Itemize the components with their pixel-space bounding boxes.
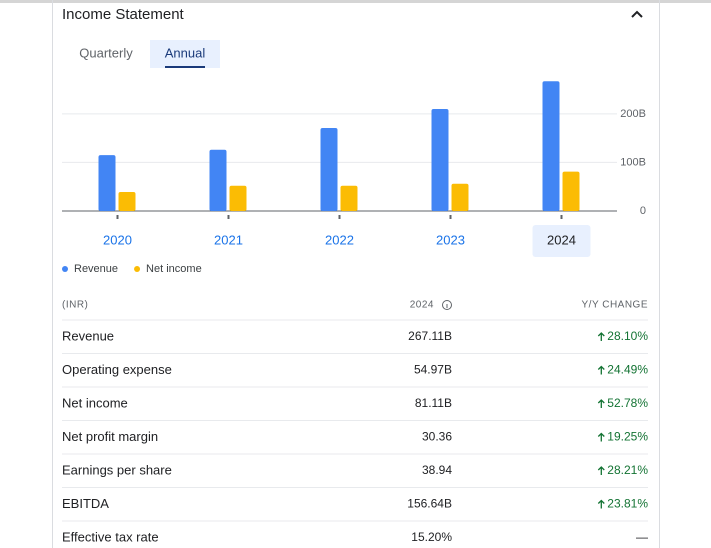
bar	[451, 183, 469, 211]
bar	[562, 171, 580, 211]
bar	[229, 185, 247, 211]
up-arrow	[597, 499, 605, 509]
row-value: 81.11B	[415, 396, 452, 410]
row-label: Net income	[62, 395, 128, 410]
up-arrow	[597, 365, 605, 375]
row-value: 156.64B	[407, 497, 452, 511]
bar	[118, 192, 136, 211]
column-header: (INR)	[62, 300, 88, 311]
column-header: Y/Y CHANGE	[582, 300, 649, 311]
row-label: Effective tax rate	[62, 529, 159, 544]
bar	[431, 109, 449, 211]
up-arrow	[597, 466, 605, 475]
row-change: 28.10%	[607, 329, 648, 343]
x-tick-label: 2021	[214, 232, 243, 247]
bar	[320, 127, 338, 211]
row-change: 23.81%	[607, 497, 648, 511]
top-shadow	[0, 0, 711, 3]
bar	[542, 81, 560, 211]
column-header: 2024	[410, 300, 434, 311]
y-tick-label: 200B	[620, 108, 646, 120]
collapse-icon[interactable]	[631, 10, 643, 18]
row-label: Operating expense	[62, 362, 172, 377]
legend-dot	[134, 266, 141, 272]
y-tick-label: 0	[640, 205, 646, 217]
tab-underline	[165, 66, 205, 68]
row-value: 54.97B	[414, 363, 452, 377]
row-label: EBITDA	[62, 496, 109, 511]
tab-selected-bg[interactable]	[150, 40, 220, 68]
bar	[98, 155, 116, 211]
legend-dot	[62, 266, 68, 272]
up-arrow	[597, 399, 605, 408]
row-value: 267.11B	[408, 329, 452, 343]
row-label: Earnings per share	[62, 462, 172, 477]
row-value: 30.36	[422, 430, 452, 444]
tab[interactable]: Quarterly	[79, 45, 133, 60]
bar	[340, 185, 358, 211]
x-tick-label: 2023	[436, 232, 465, 247]
row-change: —	[636, 530, 648, 544]
row-label: Net profit margin	[62, 429, 158, 444]
tab[interactable]: Annual	[165, 45, 206, 60]
up-arrow	[597, 432, 605, 442]
card-title: Income Statement	[62, 6, 185, 23]
y-tick-label: 100B	[620, 156, 646, 168]
row-change: 52.78%	[607, 396, 648, 410]
row-value: 38.94	[422, 463, 452, 477]
legend-label: Net income	[146, 263, 202, 275]
row-change: 24.49%	[607, 363, 648, 377]
x-tick-label: 2022	[325, 232, 354, 247]
selected-year-bg	[532, 225, 591, 257]
x-tick-label: 2024	[547, 232, 576, 247]
legend-label: Revenue	[74, 263, 118, 275]
x-tick-label: 2020	[103, 232, 132, 247]
info-icon	[442, 300, 452, 310]
row-change: 28.21%	[607, 463, 648, 477]
row-change: 19.25%	[607, 430, 648, 444]
row-value: 15.20%	[411, 530, 452, 544]
up-arrow	[597, 332, 605, 341]
bar	[209, 149, 227, 211]
row-label: Revenue	[62, 328, 114, 343]
